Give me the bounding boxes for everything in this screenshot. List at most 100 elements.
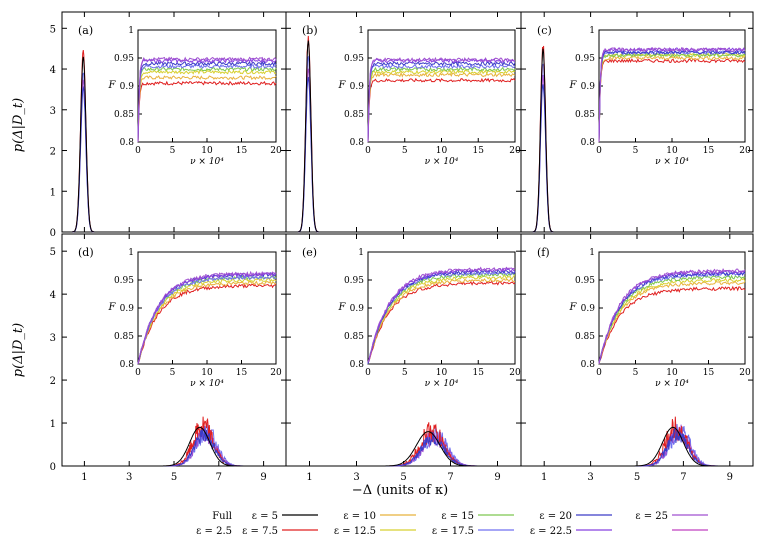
y-tick-label: 5 xyxy=(50,24,56,35)
inset-x-tick-label: 15 xyxy=(473,146,485,156)
peak-curve xyxy=(286,431,521,467)
peak-curve xyxy=(286,426,521,467)
legend-entry: ε = 5 xyxy=(252,511,318,522)
y-tick-label: 1 xyxy=(50,419,56,430)
legend-entry: ε = 15 xyxy=(441,511,514,522)
legend-label: ε = 22.5 xyxy=(530,526,572,537)
legend-entry: ε = 10 xyxy=(343,511,416,522)
panel-e: 1 3 5 7 9 (e) 0 5 10 15 20 0.8 0.85 0.9 0.95 1 Fν × 10⁴ xyxy=(285,233,522,483)
inset-x-tick-label: 0 xyxy=(135,146,141,156)
inset-y-tick-label: 0.85 xyxy=(344,332,364,342)
panel-c: (c) 0 5 10 15 20 0.8 0.85 0.9 0.95 1 Fν × 10⁴ xyxy=(520,11,754,233)
inset-series-line xyxy=(598,285,746,364)
inset-x-tick-label: 10 xyxy=(436,368,448,378)
legend-label: ε = 7.5 xyxy=(242,526,278,537)
inset-x-tick-label: 20 xyxy=(509,368,521,378)
legend-label: ε = 25 xyxy=(635,511,668,522)
inset-series-line xyxy=(367,63,516,141)
inset-series-line xyxy=(137,274,277,365)
inset-series-line xyxy=(137,66,277,143)
legend-label: ε = 15 xyxy=(441,511,474,522)
peak-curve xyxy=(521,423,753,467)
inset: 0 5 10 15 20 0.8 0.85 0.9 0.95 1 Fν × 10⁴ xyxy=(338,248,521,389)
inset-series-line xyxy=(367,266,516,363)
inset-series-line xyxy=(137,80,277,143)
x-tick-label: 1 xyxy=(541,472,547,483)
inset-x-tick-label: 15 xyxy=(703,368,715,378)
panel-b: (b) 0 5 10 15 20 0.8 0.85 0.9 0.95 1 Fν × 10⁴ xyxy=(285,11,522,233)
legend-label: ε = 20 xyxy=(539,511,572,522)
panel-d: 1 3 5 7 9 0 1 2 3 4 5 (d) 0 5 10 15 20 0.8 0.85 0.9 0.95 1 Fν … xyxy=(50,233,287,483)
legend-entry: Full xyxy=(212,511,232,522)
inset-x-tick-label: 0 xyxy=(365,146,371,156)
inset-y-label: F xyxy=(108,80,117,91)
inset-y-tick-label: 0.9 xyxy=(581,82,596,92)
inset-y-tick-label: 0.85 xyxy=(344,110,364,120)
inset-series-line xyxy=(367,58,516,143)
inset-frame xyxy=(137,29,277,143)
inset-series-line xyxy=(137,63,277,142)
legend-entry: ε = 2.5 xyxy=(196,526,232,537)
inset-y-tick-label: 1 xyxy=(128,26,134,36)
inset-series-line xyxy=(598,52,746,142)
peak-curve xyxy=(521,416,753,467)
inset-series-line xyxy=(598,280,746,365)
x-tick-label: 1 xyxy=(81,472,87,483)
inset-x-tick-label: 20 xyxy=(270,146,282,156)
peak-curve xyxy=(62,416,286,467)
inset-y-tick-label: 0.8 xyxy=(350,138,365,148)
inset-x-tick-label: 5 xyxy=(170,368,176,378)
panel-label: (e) xyxy=(302,246,317,259)
peak-curve xyxy=(62,426,286,467)
inset-y-label: F xyxy=(108,302,117,313)
inset-y-tick-label: 0.85 xyxy=(575,110,595,120)
peak-curve xyxy=(62,426,286,467)
inset-x-tick-label: 15 xyxy=(473,368,485,378)
inset-series-line xyxy=(598,55,746,143)
inset-x-tick-label: 0 xyxy=(135,368,141,378)
inset-series-line xyxy=(137,58,277,142)
x-tick-label: 9 xyxy=(727,472,733,483)
inset: 0 5 10 15 20 0.8 0.85 0.9 0.95 1 Fν × 10⁴ xyxy=(108,26,282,167)
inset-x-tick-label: 20 xyxy=(739,368,751,378)
inset-x-tick-label: 15 xyxy=(236,146,248,156)
peak-curve xyxy=(521,427,753,467)
x-tick-label: 3 xyxy=(587,472,593,483)
x-tick-label: 5 xyxy=(634,472,640,483)
peak-curve xyxy=(286,422,521,467)
panel-f: 1 3 5 7 9 (f) 0 5 10 15 20 0.8 0.85 0.9 0.95 1 Fν × 10⁴ xyxy=(520,233,754,483)
inset-y-tick-label: 0.85 xyxy=(575,332,595,342)
inset-frame xyxy=(598,29,746,143)
y-axis-label-bottom: p(Δ|D_t) xyxy=(11,323,26,377)
inset-y-label: F xyxy=(569,80,578,91)
legend-label: ε = 2.5 xyxy=(196,526,232,537)
inset-series-line xyxy=(598,46,746,143)
x-tick-label: 7 xyxy=(447,472,453,483)
inset-series-line xyxy=(137,56,277,143)
x-tick-label: 7 xyxy=(680,472,686,483)
inset-y-tick-label: 0.9 xyxy=(120,82,135,92)
peak-curve xyxy=(62,427,286,467)
inset: 0 5 10 15 20 0.8 0.85 0.9 0.95 1 Fν × 10⁴ xyxy=(108,248,282,389)
inset-x-tick-label: 0 xyxy=(596,368,602,378)
x-tick-label: 5 xyxy=(400,472,406,483)
legend-label: ε = 5 xyxy=(252,511,278,522)
legend-entry: ε = 20 xyxy=(539,511,612,522)
legend-label: ε = 12.5 xyxy=(334,526,376,537)
inset-y-tick-label: 1 xyxy=(358,248,364,258)
x-tick-label: 3 xyxy=(126,472,132,483)
panel-a: 0 1 2 3 4 5 (a) 0 5 10 15 20 0.8 0.85 0.9 0.95 1 Fν × 10⁴ xyxy=(50,11,287,239)
peak-curve xyxy=(286,431,521,467)
inset-x-label: ν × 10⁴ xyxy=(425,157,459,167)
peak-curve xyxy=(521,426,753,467)
inset-x-label: ν × 10⁴ xyxy=(190,379,224,389)
inset-x-tick-label: 0 xyxy=(365,368,371,378)
inset: 0 5 10 15 20 0.8 0.85 0.9 0.95 1 Fν × 10⁴ xyxy=(569,248,751,389)
y-axis-label-top: p(Δ|D_t) xyxy=(11,98,26,152)
inset-series-line xyxy=(367,77,516,141)
peak-curve xyxy=(521,424,753,467)
legend-entry: ε = 7.5 xyxy=(242,526,318,537)
inset-y-tick-label: 1 xyxy=(128,248,134,258)
inset-x-tick-label: 10 xyxy=(201,368,213,378)
inset-x-label: ν × 10⁴ xyxy=(655,157,689,167)
